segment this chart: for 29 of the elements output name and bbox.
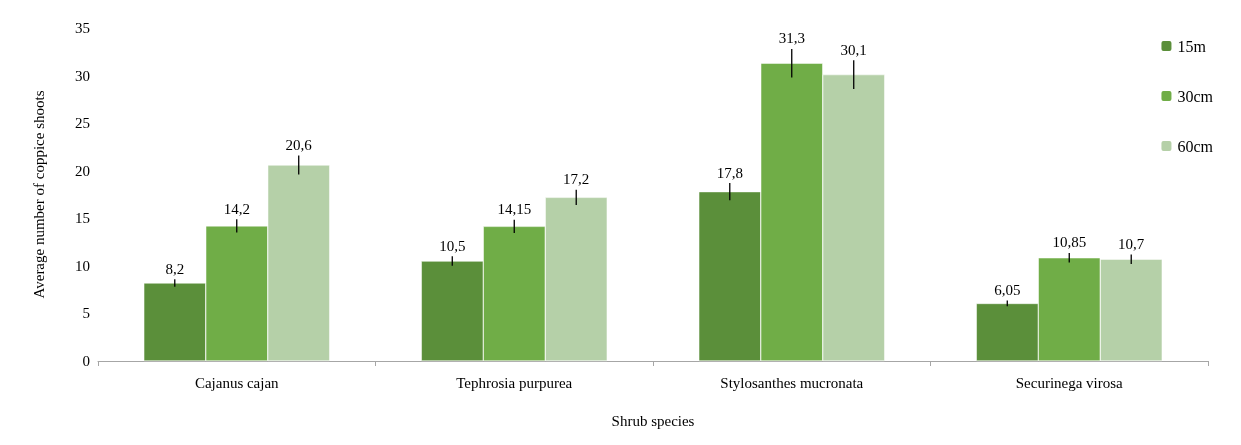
data-label: 30,1 — [840, 41, 867, 58]
data-label: 31,3 — [778, 30, 805, 47]
y-tick-label: 10 — [75, 257, 90, 274]
legend-label: 60cm — [1177, 137, 1214, 155]
legend-label: 15m — [1177, 37, 1207, 55]
y-tick-label: 5 — [82, 305, 90, 322]
data-label: 17,2 — [563, 171, 590, 188]
y-axis-title: Average number of coppice shoots — [30, 90, 47, 299]
data-label: 10,7 — [1118, 235, 1145, 252]
y-tick-label: 15 — [75, 210, 90, 227]
data-label: 10,85 — [1052, 234, 1087, 251]
y-tick-label: 20 — [75, 162, 90, 179]
x-tick-label: Cajanus cajan — [194, 374, 280, 391]
legend-label: 30cm — [1177, 87, 1214, 105]
data-label: 14,15 — [497, 201, 532, 218]
x-tick-label: Stylosanthes mucronata — [720, 374, 864, 391]
x-tick-label: Securinega virosa — [1015, 374, 1124, 391]
y-tick-label: 25 — [75, 115, 90, 132]
y-tick-label: 0 — [82, 353, 90, 369]
x-axis-title: Shrub species — [611, 412, 695, 429]
x-tick-label: Tephrosia purpurea — [456, 374, 573, 391]
data-label: 17,8 — [716, 164, 743, 181]
data-label: 20,6 — [285, 136, 313, 153]
y-tick-label: 35 — [75, 20, 90, 36]
data-label: 6,05 — [994, 282, 1021, 299]
data-label: 14,2 — [223, 200, 250, 217]
data-label: 10,5 — [439, 237, 466, 254]
y-tick-label: 30 — [75, 67, 90, 84]
data-label: 8,2 — [165, 260, 185, 277]
